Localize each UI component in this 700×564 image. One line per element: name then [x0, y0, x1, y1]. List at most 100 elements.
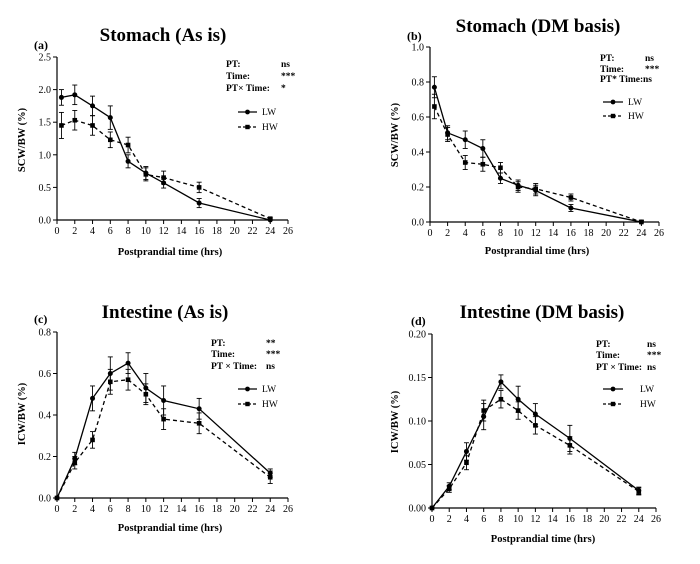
y-tick-label: 0.8	[39, 328, 52, 339]
legend-marker-lw	[610, 386, 616, 392]
x-tick-label: 20	[230, 226, 240, 237]
stat-label-time: Time:	[211, 350, 235, 360]
y-tick-label: 1.0	[39, 150, 52, 161]
data-point	[90, 395, 96, 401]
x-axis-label: Postprandial time (hrs)	[118, 247, 223, 258]
series-line-lw	[431, 380, 640, 509]
series-lw	[429, 374, 642, 511]
data-point	[161, 175, 166, 180]
legend-label-hw: HW	[262, 123, 278, 133]
x-tick-label: 22	[247, 504, 257, 515]
x-tick-label: 8	[498, 228, 503, 239]
panel-label: (a)	[34, 38, 48, 52]
plot-area: 0 2 4 6 8 10 12 14 16 18 20 22 24 260.00.51.01.52.02.…	[39, 53, 294, 238]
x-axis-label: Postprandial time (hrs)	[491, 534, 596, 545]
x-tick-label: 6	[108, 226, 113, 237]
stat-label-pt: PT:	[600, 54, 615, 64]
y-tick-label: 0.8	[412, 78, 425, 89]
data-point	[72, 117, 78, 123]
stat-label-pt: PT:	[596, 340, 611, 350]
panel-c-intestine-as-is: (c) Intestine (As is) ICW/BW (%) Postpra…	[17, 302, 293, 534]
data-point	[125, 142, 131, 148]
x-tick-label: 0	[55, 504, 60, 515]
data-point	[498, 379, 504, 385]
x-tick-label: 8	[498, 514, 503, 525]
legend-marker-lw	[610, 99, 616, 105]
stat-value-interaction: ns	[643, 75, 652, 85]
x-tick-label: 6	[108, 504, 113, 515]
stat-value-time: ***	[281, 72, 296, 82]
y-tick-label: 0.2	[412, 183, 425, 194]
x-tick-label: 20	[599, 514, 609, 525]
chart-title: Intestine (As is)	[102, 302, 229, 323]
y-tick-label: 0.05	[409, 460, 427, 471]
data-point	[431, 84, 437, 90]
legend: LW HW	[603, 98, 644, 122]
x-tick-label: 24	[636, 228, 646, 239]
data-point	[196, 406, 202, 412]
x-tick-label: 14	[176, 504, 186, 515]
data-point	[432, 104, 437, 109]
data-point	[532, 411, 538, 417]
series-hw	[54, 368, 273, 501]
x-tick-label: 12	[531, 228, 541, 239]
legend: LW HW	[603, 385, 656, 410]
legend: LW HW	[238, 385, 278, 410]
legend-label-lw: LW	[262, 108, 276, 118]
x-tick-label: 14	[548, 228, 558, 239]
data-point	[462, 137, 468, 143]
y-tick-label: 1.0	[412, 43, 425, 54]
data-point	[196, 421, 202, 426]
x-tick-label: 4	[464, 514, 469, 525]
stat-label-interaction: PT* Time:	[600, 75, 643, 85]
data-point	[161, 397, 167, 403]
data-point	[463, 448, 469, 454]
y-tick-label: 0.0	[39, 216, 52, 227]
x-tick-label: 0	[430, 514, 435, 525]
x-tick-label: 0	[428, 228, 433, 239]
data-point	[108, 379, 113, 385]
data-point	[72, 460, 78, 466]
data-point	[267, 474, 273, 480]
data-point	[480, 146, 486, 151]
data-point	[107, 115, 113, 121]
data-point	[498, 396, 504, 402]
data-point	[267, 216, 273, 221]
stats-annotation: PT: ns Time: *** PT × Time: ns	[596, 340, 662, 373]
series-line-lw	[56, 362, 271, 499]
x-tick-label: 8	[126, 226, 131, 237]
y-axis-label: ICW/BW (%)	[17, 382, 28, 445]
y-axis-label: ICW/BW (%)	[390, 390, 401, 453]
data-point	[533, 423, 538, 428]
data-point	[445, 132, 450, 137]
x-tick-label: 10	[141, 226, 151, 237]
x-axis-label: Postprandial time (hrs)	[485, 246, 590, 257]
legend-marker-hw	[245, 124, 250, 130]
stat-value-pt: **	[266, 339, 276, 349]
x-tick-label: 8	[126, 504, 131, 515]
panel-d-intestine-dm-basis: (d) Intestine (DM basis) ICW/BW (%) Post…	[390, 302, 662, 545]
stat-value-time: ***	[266, 350, 281, 360]
x-tick-label: 20	[601, 228, 611, 239]
x-tick-label: 2	[447, 514, 452, 525]
panel-label: (d)	[411, 314, 426, 328]
data-point	[429, 505, 435, 511]
stat-value-pt: ns	[281, 60, 290, 70]
data-point	[464, 460, 469, 466]
series-line-lw	[433, 87, 642, 223]
x-tick-label: 12	[159, 504, 169, 515]
data-point	[90, 103, 96, 109]
x-tick-label: 24	[634, 514, 644, 525]
x-tick-label: 2	[72, 504, 77, 515]
y-tick-label: 0.6	[39, 369, 52, 380]
x-tick-label: 26	[651, 514, 661, 525]
data-point	[108, 137, 113, 143]
legend-marker-hw	[610, 113, 616, 119]
data-point	[196, 200, 202, 206]
stats-annotation: PT: ** Time: *** PT × Time: ns	[211, 339, 281, 372]
chart-title: Stomach (DM basis)	[456, 16, 621, 37]
x-tick-label: 18	[584, 228, 594, 239]
stats-annotation: PT: ns Time: *** PT* Time: ns	[600, 54, 660, 85]
stat-label-pt: PT:	[211, 339, 226, 349]
data-point	[90, 437, 95, 443]
